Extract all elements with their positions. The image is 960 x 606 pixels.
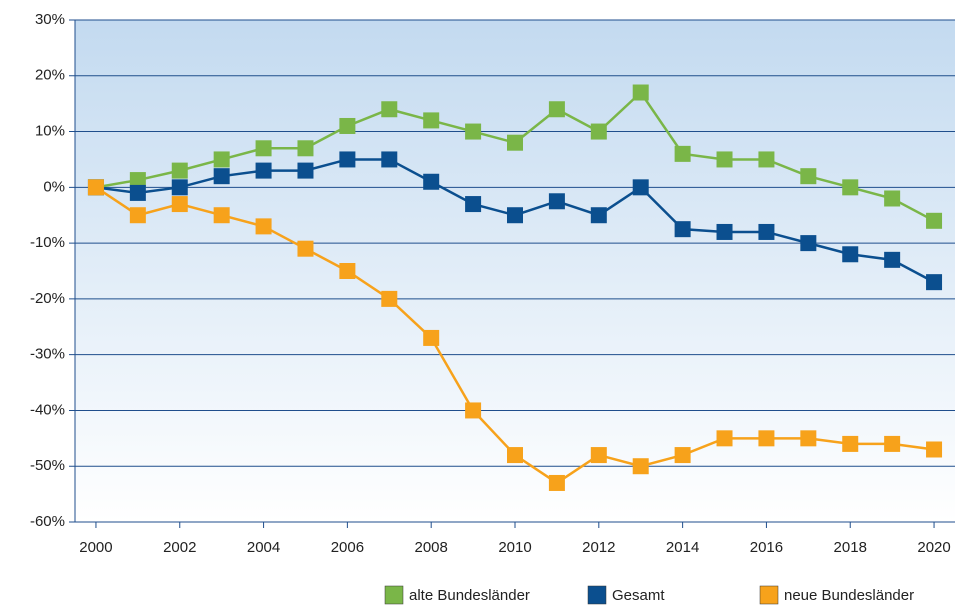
series-marker bbox=[339, 263, 356, 279]
series-marker bbox=[716, 151, 733, 168]
x-tick-label: 2020 bbox=[917, 539, 950, 556]
series-marker bbox=[884, 435, 901, 452]
series-marker bbox=[213, 207, 230, 224]
series-marker bbox=[213, 151, 230, 168]
series-marker bbox=[129, 172, 146, 189]
series-marker bbox=[674, 221, 691, 238]
series-marker bbox=[842, 179, 859, 196]
series-marker bbox=[758, 223, 775, 240]
series-marker bbox=[926, 212, 943, 229]
series-marker bbox=[842, 435, 859, 452]
series-marker bbox=[465, 196, 482, 213]
series-marker bbox=[842, 246, 859, 263]
series-marker bbox=[674, 447, 691, 464]
series-marker bbox=[507, 447, 523, 464]
x-tick-label: 2000 bbox=[79, 539, 112, 556]
series-marker bbox=[926, 441, 943, 458]
x-tick-label: 2014 bbox=[666, 539, 699, 556]
legend-label: alte Bundesländer bbox=[409, 587, 530, 604]
series-marker bbox=[800, 430, 817, 447]
series-marker bbox=[548, 474, 565, 491]
y-tick-label: -50% bbox=[30, 457, 65, 474]
series-marker bbox=[884, 190, 901, 207]
series-marker bbox=[926, 274, 943, 291]
series-marker bbox=[423, 112, 440, 129]
series-marker bbox=[884, 251, 901, 268]
x-tick-label: 2008 bbox=[415, 539, 448, 556]
y-tick-label: -60% bbox=[30, 513, 65, 530]
series-marker bbox=[590, 123, 607, 140]
series-marker bbox=[171, 196, 188, 213]
series-marker bbox=[381, 151, 398, 168]
series-marker bbox=[381, 290, 398, 307]
legend-swatch bbox=[384, 585, 404, 605]
series-marker bbox=[297, 162, 314, 179]
series-marker bbox=[129, 207, 146, 224]
legend-swatch bbox=[759, 585, 779, 605]
legend-label: Gesamt bbox=[612, 587, 665, 604]
series-marker bbox=[339, 151, 356, 168]
y-tick-label: -20% bbox=[30, 290, 65, 307]
legend-swatch bbox=[587, 585, 607, 605]
series-marker bbox=[716, 430, 733, 447]
series-marker bbox=[129, 184, 146, 201]
x-tick-label: 2016 bbox=[750, 539, 783, 556]
y-tick-label: -40% bbox=[30, 401, 65, 418]
series-marker bbox=[632, 84, 649, 101]
x-tick-label: 2018 bbox=[834, 539, 867, 556]
series-marker bbox=[758, 151, 775, 168]
series-marker bbox=[632, 458, 649, 475]
x-tick-label: 2002 bbox=[163, 539, 196, 556]
series-marker bbox=[632, 179, 649, 196]
y-tick-label: -10% bbox=[30, 234, 65, 251]
y-tick-label: -30% bbox=[30, 346, 65, 363]
series-marker bbox=[716, 223, 733, 240]
series-marker bbox=[255, 162, 272, 179]
series-marker bbox=[297, 140, 314, 157]
series-marker bbox=[800, 235, 817, 252]
series-marker bbox=[507, 207, 523, 224]
series-marker bbox=[255, 218, 272, 235]
series-marker bbox=[548, 101, 565, 118]
y-tick-label: 0% bbox=[43, 178, 65, 195]
series-marker bbox=[339, 117, 356, 134]
series-marker bbox=[255, 140, 272, 157]
series-marker bbox=[465, 402, 482, 419]
y-tick-label: 20% bbox=[35, 67, 65, 84]
plot-area bbox=[75, 20, 955, 522]
series-marker bbox=[213, 168, 230, 185]
y-tick-label: 30% bbox=[35, 11, 65, 28]
series-marker bbox=[590, 447, 607, 464]
series-marker bbox=[423, 329, 440, 346]
series-marker bbox=[171, 179, 188, 196]
series-marker bbox=[800, 168, 817, 185]
series-marker bbox=[758, 430, 775, 447]
series-marker bbox=[297, 240, 314, 257]
series-marker bbox=[548, 193, 565, 210]
series-marker bbox=[465, 123, 482, 140]
x-tick-label: 2006 bbox=[331, 539, 364, 556]
x-tick-label: 2012 bbox=[582, 539, 615, 556]
series-marker bbox=[87, 179, 104, 196]
series-marker bbox=[590, 207, 607, 224]
legend-label: neue Bundesländer bbox=[784, 587, 914, 604]
series-marker bbox=[381, 101, 398, 118]
x-tick-label: 2010 bbox=[498, 539, 531, 556]
series-marker bbox=[507, 134, 523, 151]
x-tick-label: 2004 bbox=[247, 539, 280, 556]
series-marker bbox=[423, 173, 440, 190]
series-marker bbox=[674, 145, 691, 162]
series-marker bbox=[171, 162, 188, 179]
y-tick-label: 10% bbox=[35, 123, 65, 140]
